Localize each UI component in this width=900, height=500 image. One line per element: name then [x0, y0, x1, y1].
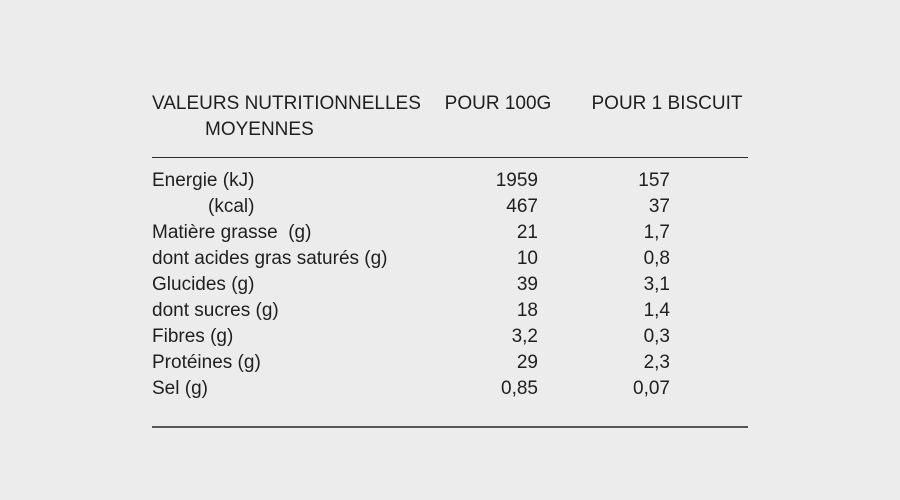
- row-label: dont acides gras saturés (g): [152, 248, 388, 269]
- row-value-100g: 18: [516, 300, 538, 321]
- header-col-100g: POUR 100G: [444, 93, 552, 114]
- row-label: Sel (g): [152, 378, 208, 399]
- row-value-100g: 467: [506, 196, 538, 217]
- row-label: (kcal): [208, 196, 255, 217]
- row-value-biscuit: 0,3: [643, 326, 670, 347]
- table-row-sel: Sel (g) 0,85 0,07: [152, 376, 748, 402]
- table-row-sucres: dont sucres (g) 18 1,4: [152, 298, 748, 324]
- header-label-line1: VALEURS NUTRITIONNELLES: [152, 93, 421, 114]
- table-row-acides-gras-satures: dont acides gras saturés (g) 10 0,8: [152, 246, 748, 272]
- divider-top: [152, 157, 748, 158]
- header-label-line2: MOYENNES: [205, 119, 314, 140]
- table-row-matiere-grasse: Matière grasse (g) 21 1,7: [152, 220, 748, 246]
- table-row-glucides: Glucides (g) 39 3,1: [152, 272, 748, 298]
- table-body: Energie (kJ) 1959 157 (kcal) 467 37 Mati…: [152, 168, 748, 402]
- row-value-biscuit: 157: [638, 170, 670, 191]
- row-label: Energie (kJ): [152, 170, 255, 191]
- header-col-biscuit: POUR 1 BISCUIT: [591, 93, 743, 114]
- row-value-100g: 21: [516, 222, 538, 243]
- divider-bottom: [152, 426, 748, 428]
- row-value-100g: 10: [516, 248, 538, 269]
- nutrition-table: VALEURS NUTRITIONNELLES MOYENNES POUR 10…: [152, 91, 748, 428]
- table-row-proteines: Protéines (g) 29 2,3: [152, 350, 748, 376]
- table-row-fibres: Fibres (g) 3,2 0,3: [152, 324, 748, 350]
- row-label: Matière grasse (g): [152, 222, 312, 243]
- row-value-biscuit: 3,1: [643, 274, 670, 295]
- row-value-biscuit: 37: [648, 196, 670, 217]
- row-value-biscuit: 1,7: [643, 222, 670, 243]
- table-header: VALEURS NUTRITIONNELLES MOYENNES POUR 10…: [152, 91, 748, 143]
- row-value-100g: 0,85: [501, 378, 538, 399]
- row-value-100g: 39: [516, 274, 538, 295]
- row-value-biscuit: 0,8: [643, 248, 670, 269]
- row-value-100g: 29: [516, 352, 538, 373]
- row-value-biscuit: 1,4: [643, 300, 670, 321]
- table-row-energie-kcal: (kcal) 467 37: [152, 194, 748, 220]
- header-col-label: VALEURS NUTRITIONNELLES MOYENNES: [152, 91, 748, 143]
- row-value-100g: 3,2: [511, 326, 538, 347]
- row-value-100g: 1959: [495, 170, 538, 191]
- row-label: Glucides (g): [152, 274, 255, 295]
- table-row-energie-kj: Energie (kJ) 1959 157: [152, 168, 748, 194]
- row-label: Fibres (g): [152, 326, 234, 347]
- row-value-biscuit: 0,07: [633, 378, 670, 399]
- row-label: dont sucres (g): [152, 300, 279, 321]
- row-label: Protéines (g): [152, 352, 261, 373]
- row-value-biscuit: 2,3: [643, 352, 670, 373]
